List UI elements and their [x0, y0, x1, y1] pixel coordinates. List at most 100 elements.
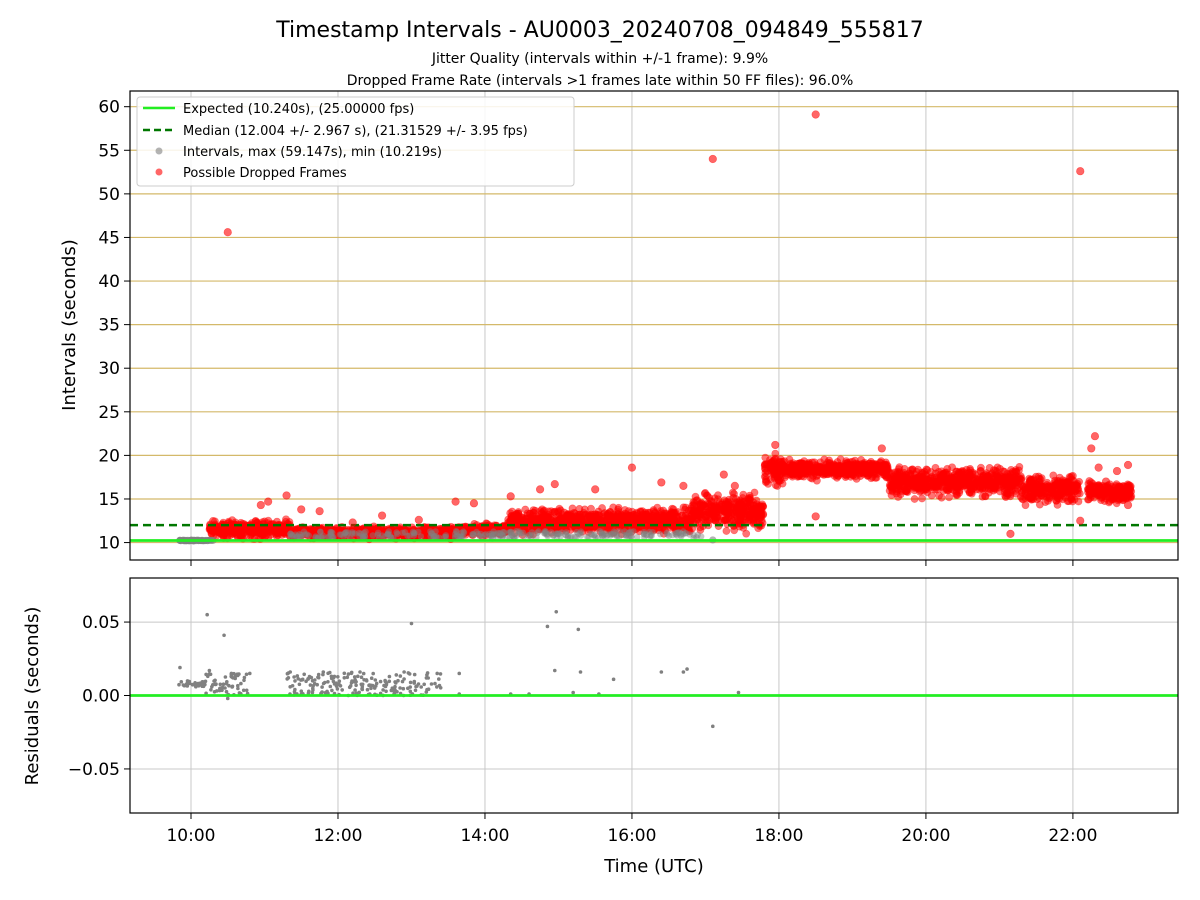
dropped-frame-point: [1048, 485, 1057, 494]
residual-point: [359, 675, 364, 679]
dropped-frame-point: [1015, 474, 1024, 482]
residual-point: [347, 685, 352, 690]
residual-point: [340, 688, 345, 692]
residual-point: [244, 672, 249, 677]
residual-point: [230, 675, 234, 679]
residual-point: [225, 680, 229, 684]
residual-point: [353, 688, 357, 692]
residual-point: [414, 684, 418, 689]
residual-point: [364, 678, 369, 682]
residual-point: [321, 681, 326, 686]
interval-point: [588, 531, 595, 538]
dropped-frame-point: [245, 527, 254, 536]
x-axis-label: Time (UTC): [603, 856, 704, 877]
residual-point: [360, 687, 364, 691]
residual-point: [320, 690, 324, 695]
dropped-frame-point: [223, 228, 232, 237]
dropped-frame-point: [758, 500, 767, 509]
interval-point: [317, 528, 324, 536]
dropped-frame-point: [728, 488, 737, 497]
residual-point: [425, 673, 429, 677]
residuals-y-tick-label: −0.05: [68, 760, 120, 780]
dropped-frame-point: [1053, 500, 1062, 509]
dropped-frame-point: [569, 512, 578, 521]
dropped-frame-point: [546, 515, 555, 524]
dropped-frame-point: [669, 508, 678, 517]
intervals-y-tick-label: 55: [98, 141, 120, 161]
intervals-data: [130, 110, 1178, 545]
dropped-frame-point: [1112, 489, 1121, 498]
residual-point: [193, 682, 197, 686]
residual-point: [369, 686, 373, 691]
dropped-frame-point: [876, 463, 884, 472]
dropped-frame-point: [719, 470, 728, 479]
interval-point: [477, 530, 484, 538]
residuals-panel: 10:00 12:00 14:00 16:00 18:00 20:00 22:000.050…: [22, 577, 1179, 877]
dropped-frame-point: [1087, 444, 1096, 453]
residual-point: [288, 670, 293, 674]
residual-point: [337, 679, 342, 683]
dropped-frame-point: [796, 461, 804, 469]
residual-point: [413, 688, 418, 693]
dropped-frame-point: [1123, 500, 1133, 510]
residual-point: [383, 679, 388, 684]
residuals-y-tick-label: 0.00: [82, 687, 120, 707]
interval-point: [513, 528, 520, 535]
intervals-y-tick-label: 40: [98, 272, 120, 292]
intervals-y-tick-label: 15: [98, 490, 120, 510]
residual-point: [611, 677, 616, 682]
residual-point: [352, 675, 357, 679]
dropped-frame-point: [969, 473, 978, 482]
dropped-frame-point: [526, 510, 534, 518]
residual-point: [326, 680, 330, 684]
residual-point: [310, 690, 315, 695]
residual-point: [387, 674, 392, 679]
dropped-frame-point: [1061, 483, 1070, 491]
dropped-frame-point: [689, 511, 698, 520]
residual-point: [208, 672, 213, 677]
residual-point: [408, 680, 413, 685]
dropped-frame-point: [730, 481, 739, 491]
residual-point: [369, 676, 374, 680]
residual-point: [374, 681, 379, 686]
intervals-y-tick-label: 60: [98, 98, 120, 118]
residual-point: [296, 677, 301, 681]
dropped-frame-point: [811, 512, 820, 521]
dropped-frame-point: [945, 493, 953, 502]
residual-point: [576, 627, 581, 632]
residual-point: [409, 621, 414, 626]
dropped-frame-point: [711, 516, 720, 525]
residual-point: [230, 684, 235, 689]
interval-point: [657, 531, 664, 538]
dropped-frame-point: [978, 492, 987, 501]
residual-point: [412, 672, 417, 677]
legend-label-expected: Expected (10.240s), (25.00000 fps): [183, 102, 414, 117]
dropped-frame-point: [868, 462, 877, 471]
residual-point: [365, 687, 370, 692]
residual-point: [373, 678, 378, 682]
chart-subtitle-dropped: Dropped Frame Rate (intervals >1 frames …: [347, 73, 854, 89]
dropped-frame-point: [512, 510, 521, 518]
dropped-frame-point: [679, 481, 688, 491]
dropped-frame-point: [1027, 495, 1036, 504]
dropped-frame-point: [749, 505, 757, 514]
interval-point: [457, 532, 464, 540]
dropped-frame-point: [1015, 462, 1024, 471]
interval-point: [613, 531, 620, 539]
residual-point: [396, 678, 400, 683]
dropped-frame-point: [451, 497, 460, 506]
residual-point: [342, 671, 347, 676]
dropped-frame-point: [679, 503, 688, 512]
dropped-frame-point: [774, 475, 783, 484]
intervals-y-tick-label: 20: [98, 446, 120, 466]
interval-point: [338, 531, 345, 538]
dropped-frame-point: [756, 514, 764, 522]
residual-point: [361, 671, 366, 676]
x-tick-label: 22:00: [1048, 826, 1097, 846]
dropped-frame-point: [771, 462, 780, 471]
dropped-frame-point: [669, 515, 678, 524]
legend-label-intervals: Intervals, max (59.147s), min (10.219s): [183, 145, 442, 160]
dropped-frame-point: [638, 507, 647, 515]
dropped-frame-point: [1087, 485, 1095, 494]
